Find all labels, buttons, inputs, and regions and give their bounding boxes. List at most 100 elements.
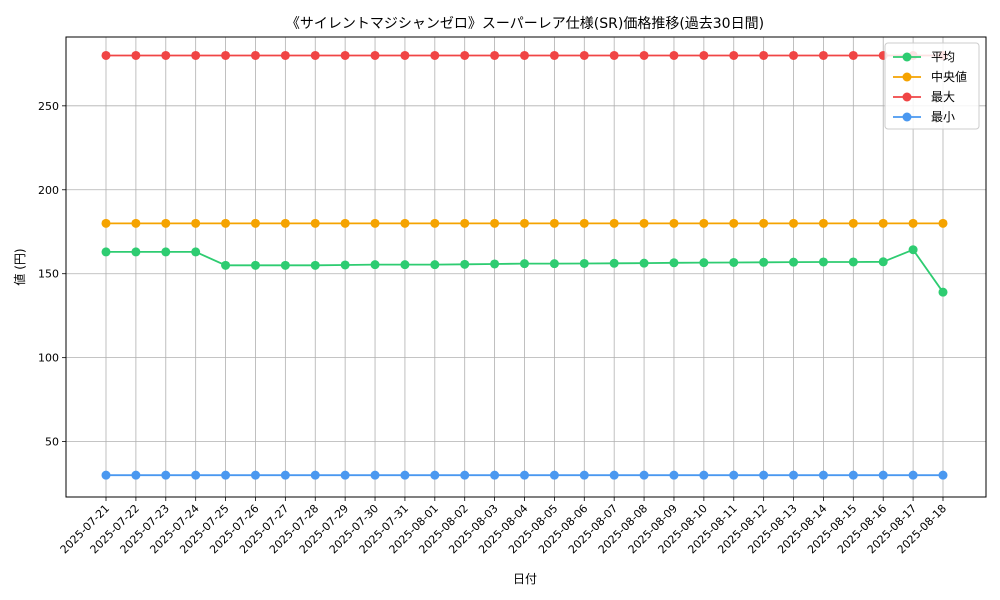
data-point [878,218,888,228]
data-point [878,257,888,267]
data-point [878,470,888,480]
data-point [669,470,679,480]
data-point [221,470,231,480]
data-point [131,218,141,228]
data-point [310,260,320,270]
data-point [460,50,470,60]
data-point [400,218,410,228]
data-point [699,258,709,268]
data-point [520,218,529,228]
data-point [549,259,559,269]
data-point [370,50,380,60]
y-tick-label: 100 [38,352,59,365]
data-point [370,470,380,480]
data-point [579,258,589,268]
data-point [490,470,500,480]
data-point [609,258,619,268]
data-point [789,470,799,480]
legend-label: 最小 [931,110,955,124]
data-point [579,50,589,60]
data-point [759,470,769,480]
data-point [609,470,619,480]
data-point [221,218,231,228]
data-point [639,218,649,228]
data-point [938,287,948,297]
data-point [848,470,858,480]
data-point [609,50,619,60]
data-point [699,470,709,480]
y-tick-label: 50 [45,436,59,449]
data-point [430,470,440,480]
legend-swatch-marker [902,72,912,82]
data-point [370,260,380,270]
data-point [848,218,858,228]
data-point [490,259,500,269]
y-axis-label: 値 (円) [12,248,27,285]
data-point [579,218,589,228]
x-axis-ticks: 2025-07-212025-07-222025-07-232025-07-24… [58,497,949,556]
data-point [669,50,679,60]
legend-label: 最大 [931,90,955,104]
data-point [280,50,290,60]
data-point [549,470,559,480]
chart-title: 《サイレントマジシャンゼロ》スーパーレア仕様(SR)価格推移(過去30日間) [286,16,764,32]
data-point [161,247,171,257]
data-point [191,50,201,60]
data-point [549,218,559,228]
data-point [789,218,799,228]
data-point [699,218,709,228]
data-point [101,470,111,480]
y-tick-label: 150 [38,268,59,281]
data-point [789,50,799,60]
data-point [161,50,171,60]
data-point [938,470,948,480]
x-axis-label: 日付 [513,572,537,586]
data-point [400,260,410,270]
data-point [340,50,350,60]
data-point [490,50,500,60]
data-point [520,470,529,480]
data-point [729,50,739,60]
data-point [639,470,649,480]
data-point [400,470,410,480]
data-point [191,247,201,257]
data-point [699,50,709,60]
data-point [191,470,201,480]
y-tick-label: 250 [38,100,59,113]
legend-label: 中央値 [931,69,967,84]
data-point [549,50,559,60]
data-point [729,257,739,267]
data-point [669,218,679,228]
data-point [729,218,739,228]
data-point [908,470,918,480]
data-point [759,218,769,228]
data-point [280,470,290,480]
data-point [609,218,619,228]
legend-swatch-marker [902,92,912,102]
data-point [579,470,589,480]
data-point [460,470,470,480]
data-point [131,470,141,480]
data-point [250,218,260,228]
data-point [789,257,799,267]
data-point [430,260,440,270]
data-point [818,470,828,480]
data-point [639,258,649,268]
legend-label: 平均 [931,50,955,64]
data-point [669,258,679,268]
data-point [101,247,111,257]
data-point [310,50,320,60]
data-point [161,470,171,480]
y-axis-ticks: 50 100 150 200 250 [38,100,66,449]
y-tick-label: 200 [38,184,59,197]
data-point [161,218,171,228]
data-point [310,218,320,228]
data-point [131,247,141,257]
data-point [400,50,410,60]
data-point [639,50,649,60]
data-point [131,50,141,60]
data-point [460,259,470,269]
legend-swatch-marker [902,52,912,62]
